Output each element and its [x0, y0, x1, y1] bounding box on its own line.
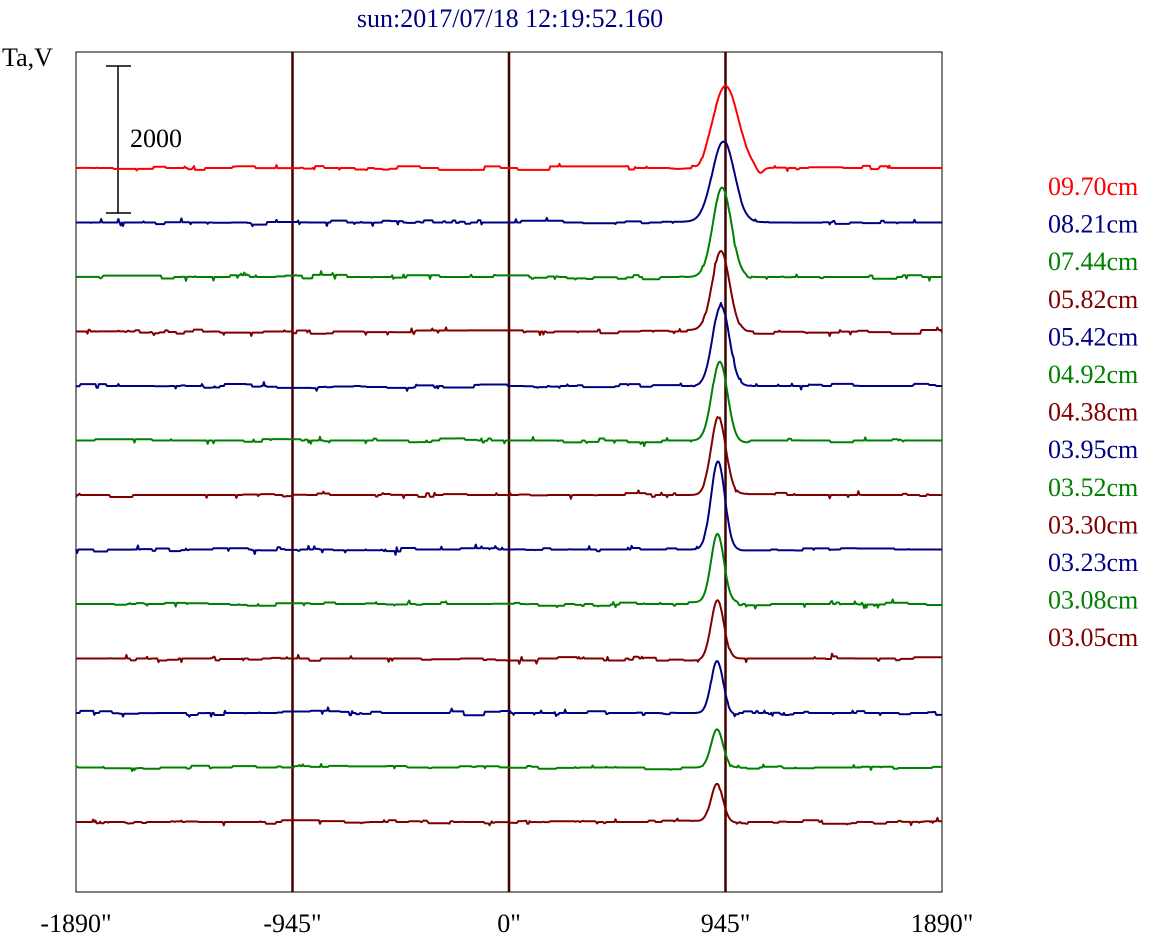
series-line-03-95cm: [75, 460, 942, 556]
x-tick-label: -1890": [40, 909, 111, 938]
legend-item-03-08cm: 03.08cm: [1048, 586, 1138, 615]
scale-bar: 2000: [106, 65, 182, 214]
series-line-08-21cm: [76, 140, 942, 228]
legend-item-05-82cm: 05.82cm: [1048, 285, 1138, 314]
x-tick-label: 1890": [911, 909, 974, 938]
legend-item-03-05cm: 03.05cm: [1048, 623, 1138, 652]
series-line-05-82cm: [76, 250, 943, 337]
series-line-03-30cm: [76, 599, 942, 665]
series-line-03-23cm: [76, 660, 942, 718]
series-line-04-38cm: [75, 416, 942, 500]
legend-item-05-42cm: 05.42cm: [1048, 322, 1138, 351]
x-tick-label: -945": [263, 909, 321, 938]
x-tick-label: 0": [497, 909, 521, 938]
legend-item-08-21cm: 08.21cm: [1048, 210, 1138, 239]
series-line-07-44cm: [76, 186, 942, 282]
legend-item-04-38cm: 04.38cm: [1048, 398, 1138, 427]
x-tick-labels: -1890" -945" 0" 945" 1890": [40, 909, 973, 938]
chart-title: sun:2017/07/18 12:19:52.160: [357, 4, 663, 33]
legend: 09.70cm 08.21cm 07.44cm 05.82cm 05.42cm 04.92…: [1048, 172, 1138, 652]
series-line-05-42cm: [75, 302, 942, 392]
legend-item-09-70cm: 09.70cm: [1048, 172, 1138, 201]
scale-bar-label: 2000: [130, 124, 182, 153]
legend-item-03-23cm: 03.23cm: [1048, 548, 1138, 577]
series-lines: [75, 85, 943, 827]
series-line-03-52cm: [76, 532, 942, 610]
legend-item-03-95cm: 03.95cm: [1048, 435, 1138, 464]
legend-item-07-44cm: 07.44cm: [1048, 247, 1138, 276]
series-line-09-70cm: [76, 85, 942, 174]
series-line-03-05cm: [76, 782, 942, 827]
x-tick-label: 945": [701, 909, 751, 938]
legend-item-04-92cm: 04.92cm: [1048, 360, 1138, 389]
series-line-03-08cm: [76, 728, 942, 772]
legend-item-03-30cm: 03.30cm: [1048, 510, 1138, 539]
y-axis-label: Ta,V: [2, 43, 53, 72]
legend-item-03-52cm: 03.52cm: [1048, 473, 1138, 502]
series-line-04-92cm: [76, 360, 942, 448]
